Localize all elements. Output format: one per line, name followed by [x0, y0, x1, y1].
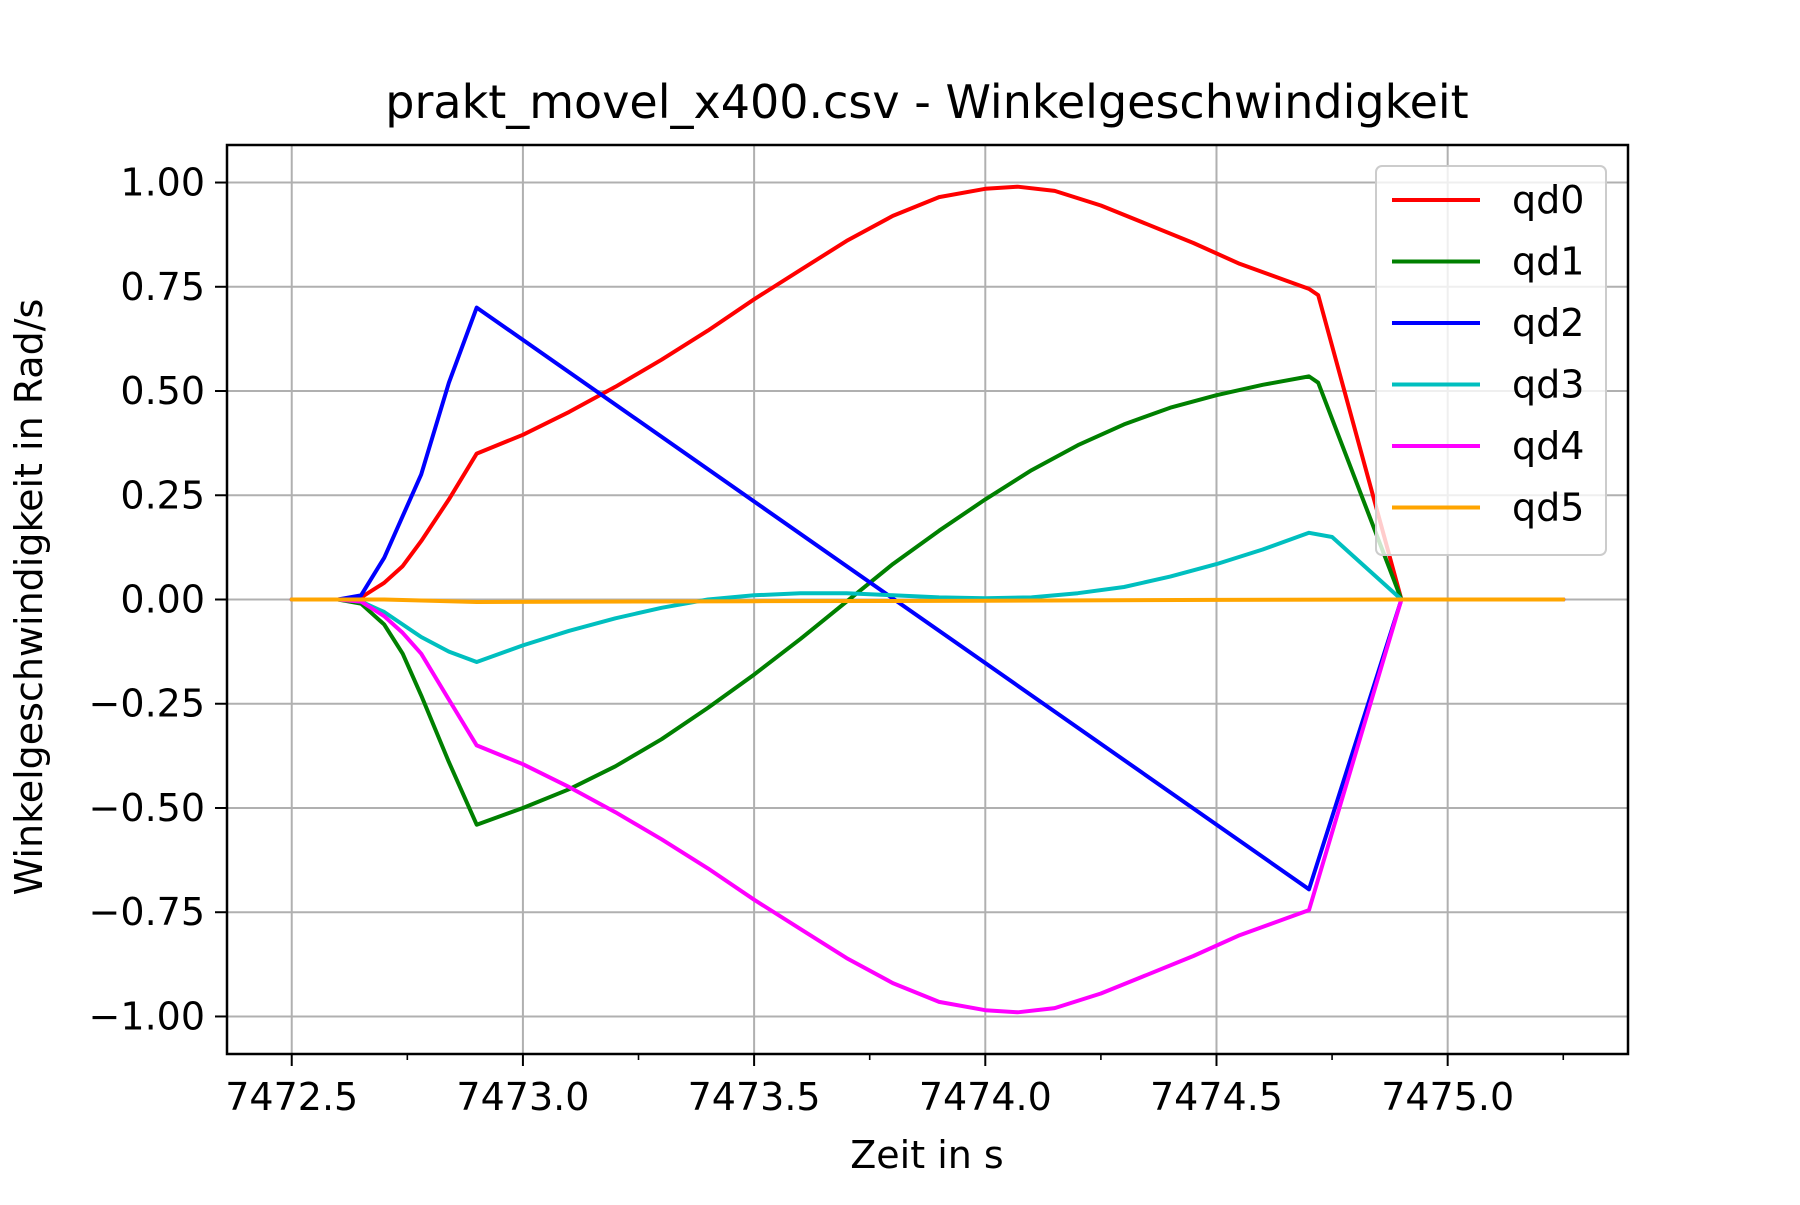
- legend-label-qd2: qd2: [1512, 301, 1584, 345]
- x-tick-label: 7475.0: [1381, 1075, 1514, 1119]
- series-line-qd2: [289, 305, 1566, 892]
- axis-ticks: 7472.5 7473.0 7473.5 7474.0 7474.5 7475.0 1.00…: [89, 161, 1565, 1119]
- legend-label-qd1: qd1: [1512, 240, 1584, 284]
- x-tick-label: 7473.0: [456, 1075, 589, 1119]
- x-tick-label: 7472.5: [225, 1075, 358, 1119]
- legend-label-qd4: qd4: [1512, 424, 1584, 468]
- x-axis-title: Zeit in s: [850, 1133, 1003, 1177]
- y-tick-label: −0.25: [89, 682, 205, 726]
- x-tick-label: 7474.5: [1150, 1075, 1283, 1119]
- y-tick-label: 1.00: [120, 161, 205, 205]
- y-tick-label: 0.25: [120, 473, 205, 517]
- x-tick-label: 7473.5: [688, 1075, 821, 1119]
- series-line-qd5: [289, 597, 1566, 604]
- x-tick-label: 7474.0: [919, 1075, 1052, 1119]
- y-tick-label: 0.75: [120, 265, 205, 309]
- y-tick-label: −1.00: [89, 994, 205, 1038]
- series-line-qd4: [289, 597, 1566, 1015]
- y-tick-label: 0.00: [120, 578, 205, 622]
- legend-label-qd0: qd0: [1512, 178, 1584, 222]
- chart-title: prakt_movel_x400.csv - Winkelgeschwindig…: [385, 75, 1468, 129]
- y-tick-label: −0.50: [89, 786, 205, 830]
- y-tick-label: 0.50: [120, 369, 205, 413]
- series-line-qd3: [289, 530, 1566, 664]
- legend-label-qd3: qd3: [1512, 363, 1584, 407]
- legend: qd0 qd1 qd2 qd3 qd4 qd5: [1375, 165, 1607, 556]
- y-tick-label: −0.75: [89, 890, 205, 934]
- legend-label-qd5: qd5: [1512, 486, 1584, 530]
- y-axis-title: Winkelgeschwindigkeit in Rad/s: [7, 299, 51, 896]
- series-line-qd0: [289, 184, 1566, 602]
- series-line-qd1: [289, 374, 1566, 827]
- series-lines: [289, 184, 1566, 1015]
